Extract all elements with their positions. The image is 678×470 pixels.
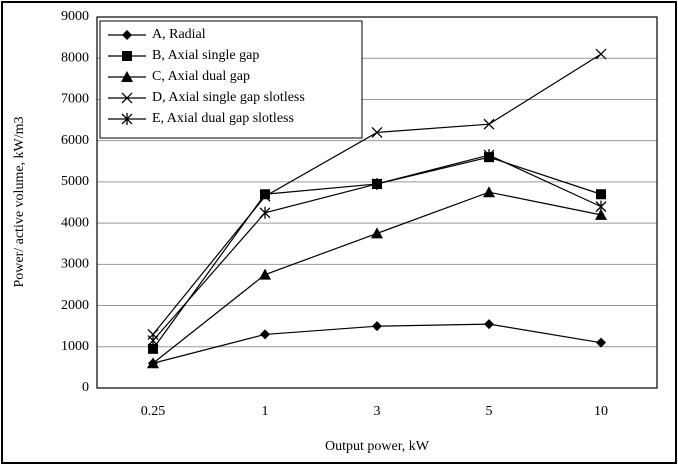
marker [121, 113, 133, 125]
marker [259, 190, 271, 202]
marker [147, 334, 159, 347]
marker [483, 149, 495, 162]
marker [596, 189, 606, 200]
legend-label: C, Axial dual gap [152, 69, 250, 84]
x-tick-label: 0.25 [141, 404, 166, 419]
marker [371, 177, 383, 190]
x-tick-label: 10 [594, 404, 608, 419]
legend-label: A, Radial [152, 27, 206, 42]
marker [259, 206, 271, 219]
legend-label: B, Axial single gap [152, 48, 259, 63]
marker [371, 126, 383, 138]
marker [122, 30, 132, 40]
y-tick-label: 5000 [61, 174, 89, 189]
y-tick-label: 3000 [61, 257, 89, 272]
x-tick-label: 1 [262, 404, 269, 419]
marker [483, 186, 495, 198]
y-tick-label: 7000 [61, 92, 89, 107]
x-tick-label: 5 [486, 404, 493, 419]
legend-label: D, Axial single gap slotless [152, 90, 305, 105]
marker [121, 71, 133, 82]
marker [260, 189, 270, 200]
legend-label: E, Axial dual gap slotless [152, 111, 294, 126]
marker [121, 92, 133, 104]
marker [148, 343, 158, 354]
marker [260, 329, 270, 340]
marker [595, 48, 607, 60]
y-tick-label: 0 [82, 380, 89, 395]
x-axis-label: Output power, kW [325, 439, 430, 454]
marker [372, 321, 382, 332]
marker [147, 357, 159, 369]
marker [259, 268, 271, 280]
y-tick-label: 9000 [61, 9, 89, 24]
y-tick-label: 8000 [61, 50, 89, 65]
y-tick-label: 2000 [61, 298, 89, 313]
marker [371, 227, 383, 239]
y-tick-label: 4000 [61, 215, 89, 230]
y-tick-label: 1000 [61, 339, 89, 354]
marker [483, 118, 495, 130]
marker [596, 337, 606, 348]
y-axis-label: Power/ active volume, kW/m3 [12, 116, 27, 287]
y-tick-label: 6000 [61, 133, 89, 148]
x-tick-label: 3 [374, 404, 381, 419]
marker [484, 319, 494, 330]
marker [595, 208, 607, 220]
marker [122, 51, 132, 61]
marker [595, 200, 607, 213]
plot-area [96, 16, 658, 389]
